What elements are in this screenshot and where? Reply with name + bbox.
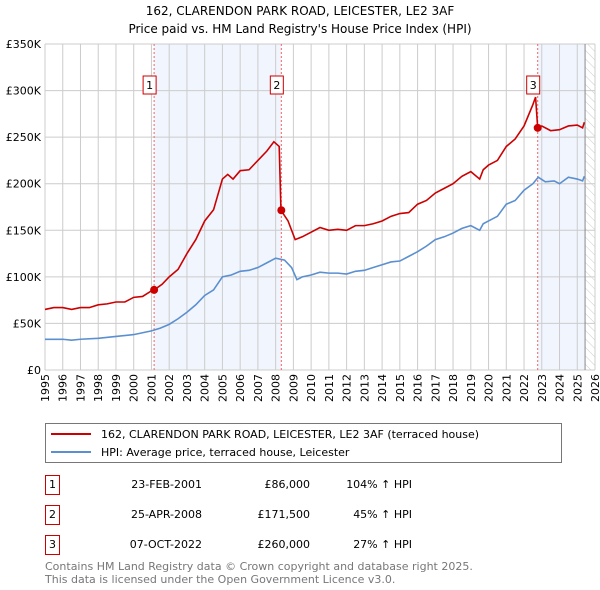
shaded-period [154, 44, 282, 370]
x-tick-label: 2021 [500, 374, 513, 402]
table-row: 1 23-FEB-2001 £86,000 104% ↑ HPI [45, 475, 465, 495]
x-tick-label: 2009 [287, 374, 300, 402]
x-tick-label: 1995 [39, 374, 52, 402]
price-paid-line [44, 96, 586, 311]
y-tick-label: £350K [6, 38, 42, 51]
x-tick-label: 2020 [483, 374, 496, 402]
x-tick-label: 2016 [412, 374, 425, 402]
sale-point [533, 123, 542, 132]
x-tick-label: 2002 [163, 374, 176, 402]
y-tick-label: £50K [13, 317, 42, 330]
sale-label: 3 [530, 79, 537, 92]
table-row: 3 07-OCT-2022 £260,000 27% ↑ HPI [45, 535, 465, 555]
footer-line: This data is licensed under the Open Gov… [45, 573, 396, 586]
legend-label: HPI: Average price, terraced house, Leic… [101, 445, 350, 459]
footer-line: Contains HM Land Registry data © Crown c… [45, 560, 473, 573]
x-tick-label: 2010 [305, 374, 318, 402]
price-chart: 162, CLARENDON PARK ROAD, LEICESTER, LE2… [6, 4, 600, 402]
legend-label: 162, CLARENDON PARK ROAD, LEICESTER, LE2… [101, 427, 480, 441]
chart-title: 162, CLARENDON PARK ROAD, LEICESTER, LE2… [146, 4, 455, 18]
x-tick-label: 2017 [429, 374, 442, 402]
table-row: 2 25-APR-2008 £171,500 45% ↑ HPI [45, 505, 465, 525]
x-tick-label: 2013 [358, 374, 371, 402]
hpi-line [45, 175, 586, 341]
sale-hpi-change: 45% ↑ HPI [353, 508, 412, 521]
future-hatch [585, 44, 595, 370]
x-tick-label: 2001 [145, 374, 158, 402]
y-tick-label: £300K [6, 85, 42, 98]
x-tick-label: 2004 [199, 374, 212, 402]
x-tick-label: 2019 [465, 374, 478, 402]
x-tick-label: 2006 [234, 374, 247, 402]
x-tick-label: 1999 [110, 374, 123, 402]
sale-price: £260,000 [257, 538, 311, 551]
y-tick-label: £150K [6, 224, 42, 237]
sale-price: £86,000 [264, 478, 311, 491]
y-tick-label: £200K [6, 178, 42, 191]
sale-label-box [142, 75, 157, 95]
y-tick-label: £0 [27, 364, 41, 377]
x-tick-label: 2000 [128, 374, 141, 402]
sale-date: 23-FEB-2001 [131, 478, 202, 491]
x-tick-label: 2024 [554, 374, 567, 402]
x-tick-label: 2003 [181, 374, 194, 402]
x-tick-label: 2018 [447, 374, 460, 402]
x-tick-label: 2015 [394, 374, 407, 402]
footer-attribution: Contains HM Land Registry data © Crown c… [45, 560, 473, 586]
x-tick-label: 2025 [571, 374, 584, 402]
sale-price: £171,500 [257, 508, 311, 521]
x-tick-label: 2014 [376, 374, 389, 402]
x-tick-label: 2005 [216, 374, 229, 402]
legend-swatch-red [51, 433, 91, 435]
sale-label: 2 [273, 79, 280, 92]
sale-marker-badge: 1 [45, 475, 60, 495]
x-tick-label: 1998 [92, 374, 105, 402]
x-tick-label: 2007 [252, 374, 265, 402]
sale-hpi-change: 27% ↑ HPI [353, 538, 412, 551]
x-tick-label: 2022 [518, 374, 531, 402]
sale-hpi-change: 104% ↑ HPI [346, 478, 412, 491]
sale-date: 25-APR-2008 [130, 508, 202, 521]
sale-label-box [526, 75, 541, 95]
sale-date: 07-OCT-2022 [129, 538, 202, 551]
y-tick-label: £100K [6, 271, 42, 284]
legend-item-property: 162, CLARENDON PARK ROAD, LEICESTER, LE2… [46, 426, 479, 442]
chart-subtitle: Price paid vs. HM Land Registry's House … [128, 22, 471, 36]
sale-point [277, 206, 286, 215]
y-tick-label: £250K [6, 131, 42, 144]
x-tick-label: 2008 [270, 374, 283, 402]
sale-label-box [269, 75, 284, 95]
sale-point [150, 285, 159, 294]
sale-label: 1 [146, 79, 153, 92]
x-tick-label: 2023 [536, 374, 549, 402]
x-tick-label: 2012 [341, 374, 354, 402]
legend-item-hpi: HPI: Average price, terraced house, Leic… [46, 444, 349, 460]
x-tick-label: 1996 [57, 374, 70, 402]
sale-marker-badge: 3 [45, 535, 60, 555]
sale-marker-badge: 2 [45, 505, 60, 525]
x-tick-label: 1997 [74, 374, 87, 402]
legend: 162, CLARENDON PARK ROAD, LEICESTER, LE2… [45, 423, 562, 463]
x-tick-label: 2026 [589, 374, 600, 402]
shaded-period [537, 44, 586, 370]
legend-swatch-blue [51, 451, 91, 453]
x-tick-label: 2011 [323, 374, 336, 402]
